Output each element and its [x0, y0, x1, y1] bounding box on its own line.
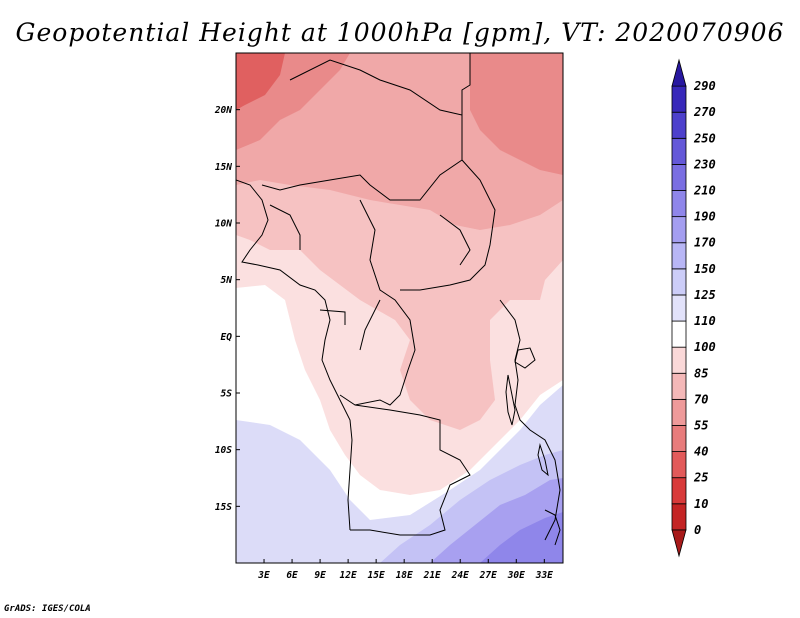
- colorbar-bin: [671, 398, 687, 426]
- colorbar-bin: [671, 346, 687, 374]
- border-central: [339, 199, 416, 406]
- x-tick-label: 18E: [396, 570, 413, 581]
- colorbar-bin: [671, 216, 687, 244]
- lake-malawi: [537, 443, 549, 477]
- x-tick-label: 3E: [257, 570, 270, 581]
- border-east: [499, 299, 561, 541]
- colorbar-label: 55: [694, 418, 708, 432]
- y-tick-label: 15N: [215, 162, 232, 173]
- colorbar-bin: [671, 477, 687, 505]
- x-tick-label: 21E: [423, 570, 441, 581]
- y-tick-label: 15S: [215, 502, 232, 513]
- colorbar-label: 70: [694, 392, 708, 406]
- colorbar-label: 170: [694, 236, 716, 250]
- y-tick-label: 10S: [215, 445, 232, 456]
- colorbar-bin: [671, 451, 687, 479]
- colorbar-label: 40: [694, 445, 708, 459]
- colorbar-bin: [671, 425, 687, 452]
- country-borders: [236, 53, 561, 546]
- contour-190: [480, 512, 563, 563]
- border-south-central: [350, 404, 471, 536]
- x-tick-label: 12E: [340, 570, 357, 581]
- colorbar-bin: [671, 268, 687, 296]
- colorbar-bin: [671, 320, 687, 348]
- colorbar-bin: [671, 137, 687, 165]
- colorbar-label: 270: [693, 105, 716, 119]
- colorbar-bin: [671, 58, 687, 87]
- y-tick-label: 10N: [215, 219, 232, 230]
- coastline-mozambique: [544, 509, 561, 546]
- map-field: [236, 53, 563, 563]
- colorbar-bin: [671, 294, 687, 322]
- coastline-west-africa: [236, 179, 353, 531]
- colorbar-label: 10: [694, 497, 708, 511]
- y-axis: 20N 15N 10N 5N EQ 5S 10S 15S: [214, 105, 240, 513]
- colorbar-label: 210: [693, 184, 716, 198]
- colorbar-label: 230: [693, 157, 716, 171]
- x-tick-label: 15E: [368, 570, 385, 581]
- colorbar-bin: [671, 503, 687, 531]
- x-tick-label: 27E: [479, 570, 497, 581]
- y-tick-label: 20N: [214, 105, 232, 116]
- border-misc: [269, 204, 471, 351]
- colorbar-label: 125: [694, 288, 716, 302]
- x-tick-label: 33E: [535, 570, 553, 581]
- x-tick-label: 30E: [507, 570, 525, 581]
- colorbar-bin: [671, 190, 687, 218]
- grads-credit: GrADS: IGES/COLA: [4, 604, 91, 614]
- colorbar-bin: [671, 111, 687, 139]
- y-tick-label: 5S: [221, 389, 233, 400]
- border-sahara: [261, 59, 463, 201]
- x-axis: 3E 6E 9E 12E 15E 18E 21E 24E 27E 30E 33E: [257, 559, 553, 581]
- colorbar-bin: [671, 85, 687, 113]
- contour-55-east: [470, 53, 563, 175]
- lake-victoria: [514, 347, 536, 369]
- colorbar-bin: [671, 164, 687, 191]
- contour-40: [236, 53, 285, 110]
- border-sudan: [400, 53, 496, 291]
- colorbar-label: 25: [693, 471, 708, 485]
- colorbar-label: 290: [693, 79, 716, 93]
- colorbar-bin: [671, 529, 687, 558]
- colorbar-label: 110: [694, 314, 716, 328]
- colorbar-label: 100: [694, 340, 716, 354]
- chart-title: Geopotential Height at 1000hPa [gpm], VT…: [15, 18, 785, 47]
- y-tick-label: EQ: [221, 332, 233, 343]
- x-tick-label: 24E: [451, 570, 469, 581]
- lake-tanganyika: [505, 374, 516, 426]
- colorbar-label: 85: [694, 366, 708, 380]
- colorbar-label: 0: [694, 523, 701, 537]
- colorbar-label: 250: [693, 131, 716, 145]
- colorbar-bin: [671, 372, 687, 400]
- colorbar-label: 190: [694, 210, 716, 224]
- colorbar-label: 150: [694, 262, 716, 276]
- colorbar: 0 10 25 40 55 70 85 100 110 125 150 170 190 210 230 250…: [671, 58, 716, 558]
- map-frame: [235, 52, 564, 564]
- x-tick-label: 9E: [314, 570, 326, 581]
- colorbar-bin: [671, 242, 687, 270]
- x-tick-label: 6E: [286, 570, 298, 581]
- y-tick-label: 5N: [221, 275, 233, 286]
